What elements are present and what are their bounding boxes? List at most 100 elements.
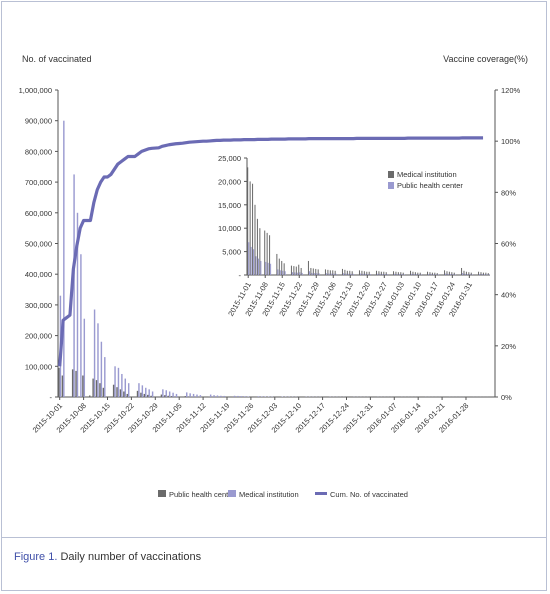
inset-bar-public-health-center [347,273,349,275]
inset-bar-public-health-center [282,270,284,275]
inset-bar-medical-institution [412,271,414,275]
inset-bar-public-health-center [316,273,318,275]
inset-bar-public-health-center [352,273,354,275]
inset-bar-medical-institution [349,270,351,275]
inset-bar-medical-institution [436,273,438,275]
inset-bar-medical-institution [429,272,431,275]
inset-bar-public-health-center [313,273,315,275]
inset-bar-public-health-center [330,273,332,275]
inset-bar-public-health-center [318,273,320,275]
inset-bar-public-health-center [481,274,483,275]
legend-label: Medical institution [239,490,299,499]
bar-medical-institution [76,212,79,397]
inset-bar-public-health-center [479,274,481,275]
inset-bar-medical-institution [259,228,261,275]
y2-tick-label: 20% [501,342,516,351]
inset-bar-public-health-center [294,272,296,275]
bar-public-health-center [102,387,105,397]
inset-y-tick-label: 5,000 [222,248,241,257]
inset-bar-medical-institution [254,204,256,275]
inset-bar-medical-institution [417,272,419,275]
bar-public-health-center [143,393,146,397]
bar-public-health-center [136,390,139,397]
bar-medical-institution [145,387,147,397]
bar-public-health-center [119,389,122,397]
bar-medical-institution [83,318,86,397]
inset-bar-medical-institution [480,272,482,275]
inset-y-tick-label: - [239,271,242,280]
inset-bar-public-health-center [411,273,413,275]
bar-public-health-center [123,391,125,397]
bar-medical-institution [240,396,243,397]
y2-axis-title: Vaccine coverage(%) [443,54,528,64]
inset-bar-public-health-center [377,273,379,275]
inset-bar-public-health-center [379,273,381,275]
inset-bar-medical-institution [298,264,300,275]
inset-chart-area: -5,00010,00015,00020,00025,0002015-11-01… [218,154,490,318]
bar-public-health-center [160,394,163,397]
series-line-cumulative [58,136,484,367]
bar-medical-institution [63,120,65,397]
legend-label: Cum. No. of vaccinated [330,490,408,499]
inset-bar-public-health-center [437,274,439,275]
inset-bar-public-health-center [396,274,398,275]
y-tick-label: 300,000 [25,301,52,310]
inset-bar-medical-institution [463,270,465,275]
y2-tick-label: 100% [501,137,521,146]
inset-bar-medical-institution [249,181,251,275]
inset-bar-public-health-center [267,262,269,275]
inset-legend-label: Public health center [397,181,463,190]
inset-bar-medical-institution [375,270,378,275]
inset-bar-public-health-center [328,273,330,275]
inset-bar-medical-institution [363,271,365,275]
inset-bar-public-health-center [415,274,417,275]
bar-public-health-center [140,392,142,397]
figure-caption: Figure 1. Daily number of vaccinations [14,551,201,563]
inset-bar-medical-institution [451,272,453,275]
inset-bar-public-health-center [260,260,262,275]
inset-bar-public-health-center [325,273,327,275]
inset-bar-medical-institution [281,260,283,275]
inset-bar-public-health-center [462,273,464,275]
inset-bar-medical-institution [383,271,385,275]
inset-bar-medical-institution [256,218,258,275]
y2-tick-label: 40% [501,291,516,300]
bar-public-health-center [88,395,91,397]
inset-bar-medical-institution [310,267,312,275]
y-tick-label: 200,000 [25,332,52,341]
inset-bar-public-health-center [428,274,430,275]
inset-bar-medical-institution [392,271,395,275]
inset-legend-label: Medical institution [397,170,457,179]
bar-public-health-center [99,383,101,397]
inset-y-tick-label: 15,000 [218,201,241,210]
inset-bar-public-health-center [299,272,301,275]
inset-bar-medical-institution [468,272,470,275]
inset-bar-medical-institution [329,270,331,275]
bar-medical-institution [141,385,144,397]
inset-bar-public-health-center [277,269,279,275]
inset-bar-public-health-center [432,274,434,275]
bar-medical-institution [80,254,82,397]
inset-bar-medical-institution [461,267,463,275]
inset-bar-public-health-center [311,272,313,275]
inset-bar-medical-institution [278,258,280,275]
inset-bar-public-health-center [471,274,473,275]
bar-medical-institution [93,309,96,397]
inset-bar-public-health-center [464,273,466,275]
inset-bar-medical-institution [385,272,387,275]
main-legend: Public health center Medical institution C… [158,490,408,499]
bar-public-health-center [92,378,94,397]
inset-bar-public-health-center [386,274,388,275]
inset-legend-swatch [388,182,394,189]
inset-bar-public-health-center [486,274,488,275]
bar-public-health-center [174,396,176,397]
inset-bar-public-health-center [308,271,310,275]
bar-medical-institution [216,395,219,397]
bar-medical-institution [168,391,171,397]
bar-medical-institution [100,341,103,397]
bar-public-health-center [170,396,173,397]
bar-public-health-center [167,395,169,397]
inset-bar-public-health-center [362,273,364,275]
y-axis-title: No. of vaccinated [22,54,92,64]
inset-bar-medical-institution [395,271,397,275]
